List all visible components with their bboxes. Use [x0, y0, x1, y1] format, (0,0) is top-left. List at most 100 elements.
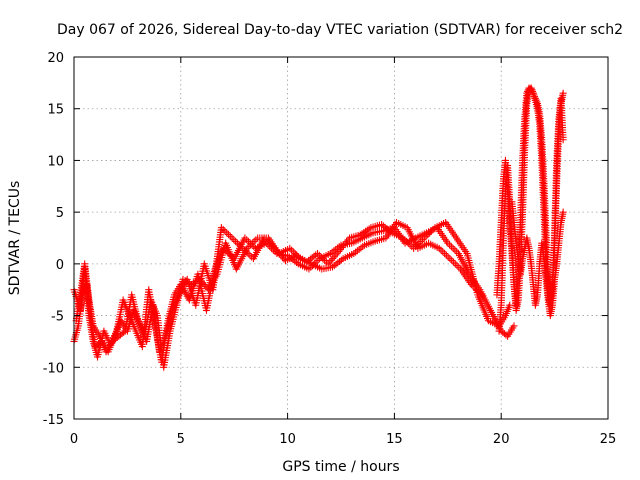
data-point-fill [502, 331, 510, 339]
data-point-fill [332, 260, 340, 268]
data-point [506, 301, 514, 309]
data-point-fill [453, 262, 461, 270]
x-tick-labels: 0 5 10 15 20 25 [70, 432, 616, 447]
data-point-fill [319, 255, 327, 263]
data-point-fill [330, 262, 338, 270]
data-point-fill [326, 258, 334, 266]
chart-title: Day 067 of 2026, Sidereal Day-to-day VTE… [57, 22, 623, 38]
data-point [559, 89, 567, 97]
data-point [478, 291, 486, 299]
data-point-fill [365, 225, 373, 233]
data-point-fill [321, 256, 329, 264]
data-point-fill [403, 237, 411, 245]
data-point [314, 250, 322, 258]
y-tick-label: -5 [51, 310, 64, 325]
x-tick-label: 20 [493, 432, 510, 447]
y-axis-label: SDTVAR / TECUs [7, 181, 23, 296]
data-points [70, 84, 567, 371]
data-point-fill [529, 87, 537, 95]
data-point-fill [310, 252, 318, 260]
data-point-fill [424, 231, 432, 239]
x-tick-label: 10 [279, 432, 296, 447]
data-point-fill [232, 237, 240, 245]
series-track-1 [70, 224, 518, 366]
data-point [399, 234, 407, 242]
data-point-fill [363, 226, 371, 234]
data-point-fill [306, 255, 314, 263]
data-point-fill [332, 251, 340, 259]
data-point-fill [317, 253, 325, 261]
x-axis-label: GPS time / hours [282, 459, 399, 475]
data-point-fill [358, 230, 366, 238]
y-tick-label: -10 [43, 361, 64, 376]
data-point-fill [417, 237, 425, 245]
data-point-fill [441, 250, 449, 258]
data-point [328, 263, 336, 271]
data-point [378, 221, 386, 229]
data-point-fill [469, 282, 477, 290]
data-point-fill [252, 236, 260, 244]
data-point-fill [219, 225, 227, 233]
data-point [286, 244, 294, 252]
data-point-fill [250, 237, 258, 245]
data-point-fill [336, 257, 344, 265]
data-point-fill [444, 253, 452, 261]
data-point-fill [291, 250, 299, 258]
series-track-6 [508, 198, 567, 320]
y-tick-label: 5 [56, 206, 64, 221]
x-tick-label: 15 [386, 432, 403, 447]
data-point [243, 244, 251, 252]
data-point-fill [439, 248, 447, 256]
data-point-fill [243, 236, 251, 244]
data-point-fill [289, 248, 297, 256]
data-point [217, 224, 225, 232]
data-point-fill [419, 236, 427, 244]
data-point-fill [235, 241, 243, 249]
data-point-fill [442, 251, 450, 259]
data-point-fill [293, 258, 300, 266]
data-point [444, 239, 452, 247]
data-point-fill [329, 255, 337, 263]
data-point [527, 84, 535, 92]
data-point-fill [248, 239, 256, 247]
data-point-fill [528, 86, 536, 94]
data-point-fill [404, 239, 412, 247]
data-point-fill [308, 254, 316, 262]
series-track-5 [495, 84, 567, 335]
data-point-fill [233, 239, 241, 247]
y-tick-label: 20 [47, 51, 64, 66]
y-tick-labels: -15 -10 -5 0 5 10 15 20 [43, 51, 64, 428]
data-point-fill [120, 328, 128, 336]
data-point-fill [406, 241, 414, 249]
data-point-fill [221, 227, 229, 235]
data-point-fill [334, 259, 342, 267]
data-point [326, 250, 334, 258]
data-point [241, 234, 249, 242]
data-point-fill [362, 227, 370, 235]
data-point-fill [451, 246, 459, 254]
data-point-fill [355, 245, 363, 253]
data-point-fill [476, 289, 484, 297]
data-point-fill [447, 243, 455, 251]
data-point-fill [315, 251, 323, 259]
data-point-fill [295, 253, 303, 261]
data-point [510, 322, 518, 330]
axis-ticks [73, 56, 609, 420]
data-point-fill [401, 236, 409, 244]
data-point-fill [449, 258, 457, 266]
data-point-fill [357, 244, 365, 252]
data-point-fill [352, 248, 360, 256]
data-point-fill [337, 256, 345, 264]
data-point-fill [230, 236, 238, 244]
data-point-fill [381, 223, 389, 231]
data-point [435, 244, 443, 252]
data-point-fill [426, 229, 434, 237]
data-point-fill [288, 246, 296, 254]
data-point-fill [330, 253, 338, 261]
data-point-fill [327, 256, 335, 264]
data-point-fill [226, 232, 234, 240]
x-tick-label: 0 [70, 432, 78, 447]
data-point-fill [449, 244, 457, 252]
data-point-fill [246, 251, 254, 259]
data-point-fill [293, 251, 301, 259]
